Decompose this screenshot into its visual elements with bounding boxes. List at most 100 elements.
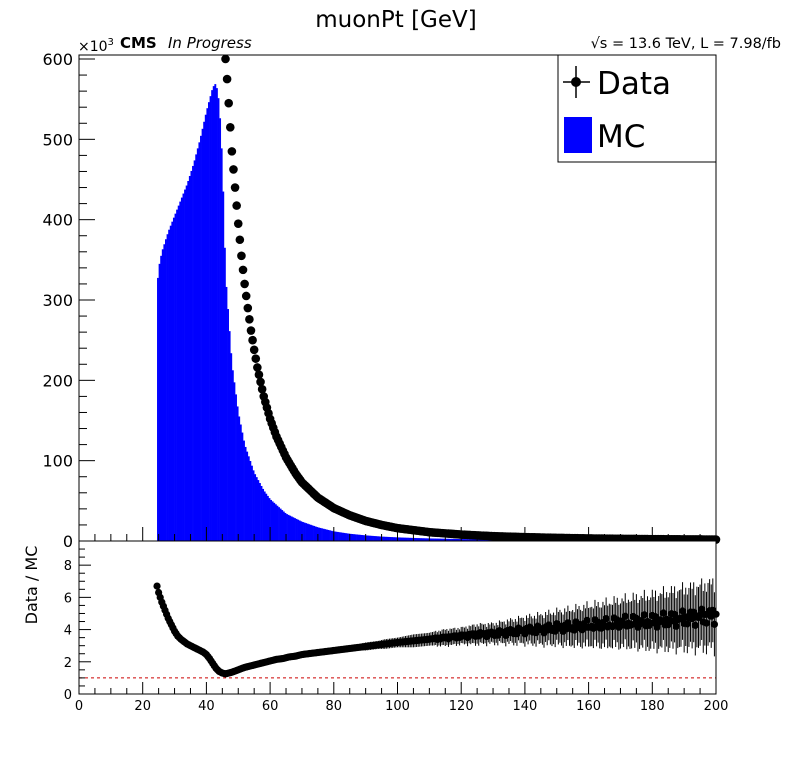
mc-histogram-bin xyxy=(442,538,444,541)
mc-histogram-bin xyxy=(168,229,171,542)
mc-histogram-bin xyxy=(453,538,456,541)
mc-histogram-bin xyxy=(313,525,315,541)
data-point xyxy=(237,251,246,261)
x-tick-label: 140 xyxy=(512,699,537,714)
mc-histogram-bin xyxy=(424,538,427,541)
mc-histogram-bin xyxy=(402,537,405,541)
data-point xyxy=(257,384,267,394)
mc-histogram-bin xyxy=(314,526,317,541)
mc-histogram-bin xyxy=(475,539,478,541)
main-x-axis xyxy=(78,527,717,541)
mc-histogram-bin xyxy=(405,537,408,541)
mc-histogram-bin xyxy=(416,538,419,541)
mc-histogram-bin xyxy=(408,537,411,541)
y-tick-label: 600 xyxy=(42,50,73,69)
y-tick-label: 400 xyxy=(42,211,73,230)
mc-histogram-bin xyxy=(193,160,196,541)
mc-histogram-bin xyxy=(410,537,413,541)
mc-histogram-bin xyxy=(287,514,290,541)
mc-histogram-bin xyxy=(266,495,269,541)
ratio-y-tick-label: 0 xyxy=(64,688,72,703)
cms-status: In Progress xyxy=(168,34,252,52)
x-tick-label: 180 xyxy=(640,699,665,714)
mc-histogram-bin xyxy=(250,465,253,541)
data-point xyxy=(238,265,248,275)
data-point xyxy=(246,326,256,335)
ratio-plot-area xyxy=(79,541,716,694)
mc-histogram-bin xyxy=(364,535,366,541)
ratio-point xyxy=(153,582,161,590)
mc-histogram-bin xyxy=(195,154,198,542)
mc-histogram-bin xyxy=(330,530,333,541)
mc-histogram-bin xyxy=(383,536,386,541)
mc-histogram-bin xyxy=(427,538,430,541)
mc-histogram-bin xyxy=(238,416,241,541)
mc-histogram-bin xyxy=(443,538,446,541)
x-tick-label: 200 xyxy=(704,699,729,714)
mc-histogram-bin xyxy=(212,86,215,542)
mc-histogram-bin xyxy=(384,536,387,541)
mc-histogram-bin xyxy=(254,474,257,541)
mc-histogram-bin xyxy=(231,370,234,541)
mc-histogram-bin xyxy=(335,531,338,541)
mc-histogram-bin xyxy=(485,539,487,541)
ratio-point xyxy=(691,621,699,629)
mc-histogram-bin xyxy=(438,538,441,541)
data-point xyxy=(248,335,257,345)
mc-histogram-bin xyxy=(440,538,443,541)
y-multiplier: ×103 xyxy=(78,37,114,55)
mc-histogram-bin xyxy=(395,537,398,541)
mc-histogram-bin xyxy=(370,535,373,541)
mc-histogram-bin xyxy=(273,502,276,541)
mc-histogram-bin xyxy=(180,197,183,541)
mc-histogram-bin xyxy=(258,483,261,541)
mc-histogram-bin xyxy=(295,518,298,541)
mc-histogram-bin xyxy=(336,531,339,541)
main-y-axis: 0 100 200 300 400 500 600 xyxy=(42,50,95,551)
mc-histogram-bin xyxy=(459,539,462,541)
legend-data-marker xyxy=(571,77,581,87)
mc-histogram-bin xyxy=(219,118,222,541)
mc-histogram-bin xyxy=(303,522,306,541)
mc-histogram-bin xyxy=(399,537,401,541)
mc-histogram-bin xyxy=(184,189,186,541)
energy-label: √s = 13.6 TeV, L = 7.98/fb xyxy=(591,36,781,52)
mc-histogram-bin xyxy=(246,451,249,541)
mc-histogram-bin xyxy=(456,538,459,541)
mc-histogram-bin xyxy=(317,527,320,541)
data-point xyxy=(227,147,237,156)
mc-histogram-bin xyxy=(324,529,327,541)
mc-histogram-bin xyxy=(368,535,371,541)
y-tick-label: 0 xyxy=(63,532,73,551)
x-tick-label: 80 xyxy=(326,699,343,714)
mc-histogram-bin xyxy=(322,528,325,541)
legend-data-label: Data xyxy=(597,66,671,102)
mc-histogram-bin xyxy=(241,432,244,541)
mc-histogram-bin xyxy=(298,520,301,541)
mc-histogram-bin xyxy=(359,534,362,541)
mc-histogram-bin xyxy=(243,440,245,541)
x-tick-label: 100 xyxy=(385,699,410,714)
mc-histogram-bin xyxy=(301,522,304,541)
mc-histogram-bin xyxy=(450,538,452,541)
cms-label: CMS xyxy=(120,34,157,52)
data-point xyxy=(251,354,261,363)
mc-histogram-bin xyxy=(446,538,449,541)
y-tick-label: 100 xyxy=(42,452,73,471)
mc-histogram-bin xyxy=(472,539,475,541)
mc-histogram-bin xyxy=(203,121,206,542)
data-point xyxy=(243,303,253,313)
mc-histogram-bin xyxy=(467,539,470,541)
mc-histogram-bin xyxy=(225,286,228,541)
mc-histogram-bin xyxy=(293,518,296,541)
mc-histogram-bin xyxy=(223,247,226,542)
mc-histogram-bin xyxy=(461,539,464,541)
mc-histogram-bin xyxy=(286,514,288,541)
mc-histogram-bin xyxy=(379,536,382,541)
mc-histogram-bin xyxy=(445,538,448,541)
data-point xyxy=(225,122,235,132)
data-point xyxy=(254,370,264,380)
data-point xyxy=(230,183,240,192)
mc-histogram-bin xyxy=(430,538,433,541)
mc-histogram-bin xyxy=(462,539,465,541)
